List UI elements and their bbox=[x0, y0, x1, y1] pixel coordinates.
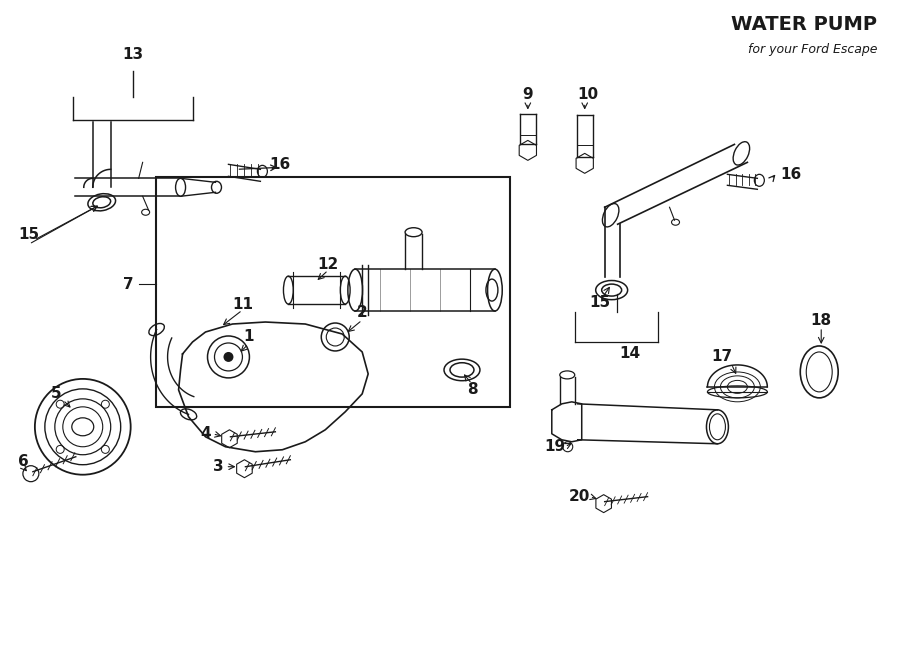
Text: 20: 20 bbox=[569, 489, 590, 504]
Text: 5: 5 bbox=[50, 387, 61, 401]
Text: 17: 17 bbox=[711, 350, 732, 365]
Text: 11: 11 bbox=[232, 297, 253, 312]
Text: 13: 13 bbox=[122, 47, 143, 62]
Text: 18: 18 bbox=[811, 312, 832, 328]
Text: 6: 6 bbox=[17, 454, 28, 469]
Text: for your Ford Escape: for your Ford Escape bbox=[748, 42, 878, 56]
Text: 3: 3 bbox=[213, 459, 224, 474]
Text: 9: 9 bbox=[523, 87, 533, 102]
Text: 7: 7 bbox=[123, 277, 134, 291]
Text: 19: 19 bbox=[544, 440, 565, 454]
Text: 15: 15 bbox=[18, 226, 40, 242]
Text: 12: 12 bbox=[318, 257, 339, 271]
Text: 16: 16 bbox=[780, 167, 802, 182]
Text: 8: 8 bbox=[466, 383, 477, 397]
Text: 1: 1 bbox=[243, 330, 254, 344]
Text: 14: 14 bbox=[619, 346, 640, 361]
Text: 16: 16 bbox=[270, 157, 291, 172]
Text: 2: 2 bbox=[356, 305, 367, 320]
Ellipse shape bbox=[223, 352, 233, 362]
Text: 15: 15 bbox=[590, 295, 610, 310]
Text: 4: 4 bbox=[200, 426, 211, 442]
Bar bbox=[156, 177, 510, 407]
Text: 10: 10 bbox=[577, 87, 598, 102]
Text: WATER PUMP: WATER PUMP bbox=[731, 15, 878, 34]
